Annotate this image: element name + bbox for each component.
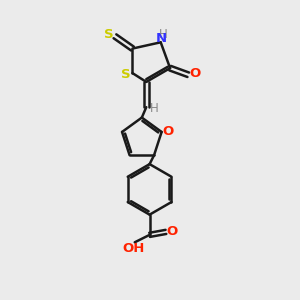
Text: O: O (163, 125, 174, 139)
Text: O: O (189, 67, 200, 80)
Text: S: S (121, 68, 131, 81)
Text: H: H (150, 102, 159, 115)
Text: N: N (156, 32, 167, 45)
Text: H: H (159, 28, 167, 41)
Text: S: S (104, 28, 114, 41)
Text: O: O (167, 225, 178, 239)
Text: OH: OH (122, 242, 144, 255)
